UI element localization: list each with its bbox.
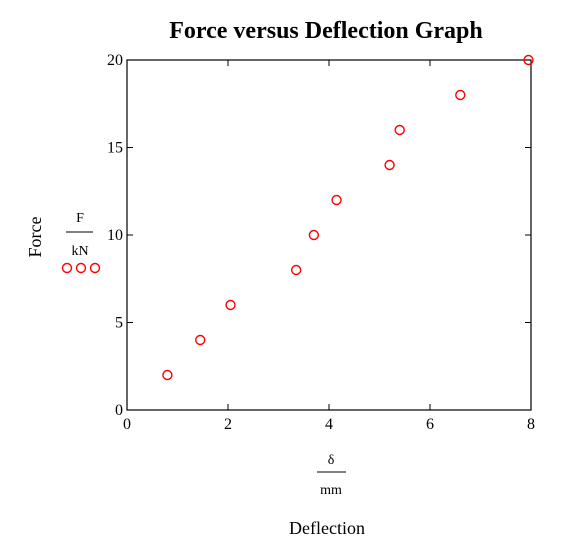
y-legend-markers: [61, 262, 101, 274]
chart-title: Force versus Deflection Graph: [169, 18, 483, 44]
data-point: [331, 194, 342, 206]
data-point: [195, 334, 206, 346]
x-tick-label: 6: [426, 416, 434, 433]
data-point: [225, 299, 236, 311]
y-unit-denominator: kN: [71, 244, 88, 259]
data-point: [455, 89, 466, 101]
y-tick-label: 5: [115, 315, 123, 332]
plot-frame: [126, 59, 532, 411]
y-axis-label: Force: [25, 216, 45, 257]
data-point: [162, 369, 173, 381]
data-point: [394, 124, 405, 136]
axis-ticks: 0 2 4 6 8 0 5 10 15 20: [107, 52, 535, 433]
legend-marker: [61, 262, 73, 274]
legend-marker: [75, 262, 87, 274]
data-point: [523, 54, 534, 66]
y-tick-label: 20: [107, 52, 123, 69]
x-tick-label: 8: [527, 416, 535, 433]
y-tick-label: 15: [107, 140, 123, 157]
x-tick-label: 4: [325, 416, 333, 433]
data-point: [384, 159, 395, 171]
legend-marker: [89, 262, 101, 274]
y-tick-label: 10: [107, 227, 123, 244]
x-tick-label: 0: [123, 416, 131, 433]
data-points: [162, 54, 534, 381]
data-point: [290, 264, 302, 276]
x-axis-label: Deflection: [289, 518, 365, 538]
data-point: [308, 229, 320, 241]
y-unit-numerator: F: [76, 211, 84, 226]
x-unit-denominator: mm: [320, 483, 342, 498]
y-tick-label: 0: [115, 402, 123, 419]
x-unit-numerator: δ: [328, 453, 335, 468]
x-tick-label: 2: [224, 416, 232, 433]
